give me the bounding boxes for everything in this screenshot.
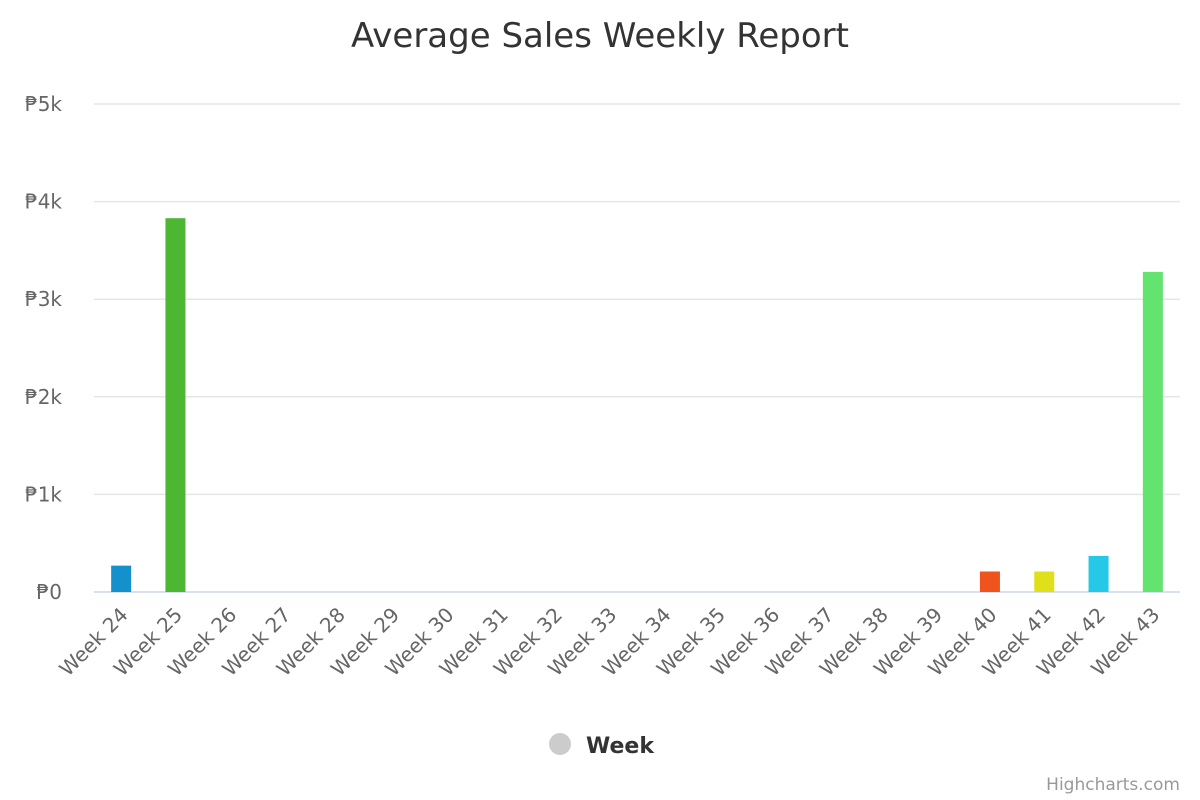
bar[interactable] xyxy=(1034,571,1055,592)
grid-lines xyxy=(94,103,1180,593)
chart-title: Average Sales Weekly Report xyxy=(351,16,849,56)
legend[interactable]: Week xyxy=(549,733,655,759)
bars xyxy=(111,218,1163,592)
bar[interactable] xyxy=(1142,271,1163,592)
y-tick-label: ₱2k xyxy=(25,385,62,409)
credits-link[interactable]: Highcharts.com xyxy=(1046,775,1180,795)
bar[interactable] xyxy=(111,565,132,592)
bar[interactable] xyxy=(165,218,186,592)
legend-symbol[interactable] xyxy=(549,733,571,755)
y-tick-label: ₱5k xyxy=(25,92,62,116)
y-tick-label: ₱1k xyxy=(25,482,62,506)
legend-item-label[interactable]: Week xyxy=(586,734,655,759)
bar[interactable] xyxy=(1088,555,1109,592)
y-tick-label: ₱4k xyxy=(25,190,62,214)
bar[interactable] xyxy=(979,571,1000,592)
y-axis-labels: ₱0 ₱1k ₱2k ₱3k ₱4k ₱5k xyxy=(25,92,62,604)
y-tick-label: ₱3k xyxy=(25,287,62,311)
y-tick-label: ₱0 xyxy=(37,580,62,604)
